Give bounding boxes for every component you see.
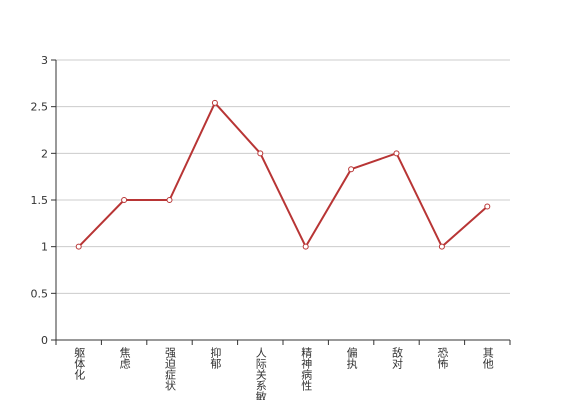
point (257, 150, 264, 157)
x-tick-label: 偏执 (345, 346, 358, 370)
point (211, 99, 218, 106)
line (77, 101, 488, 249)
y-tick-label: 3 (41, 54, 48, 67)
y-tick-label: 0 (41, 334, 48, 347)
x-tick-label: 强迫症状 (164, 347, 177, 391)
point (75, 243, 82, 250)
y-tick-label: 2.5 (31, 101, 49, 114)
point (484, 203, 491, 210)
x-tick-label: 精神病性 (300, 347, 313, 392)
point (166, 197, 173, 203)
point (438, 243, 445, 250)
y-tick-label: 2 (41, 147, 48, 160)
x-tick-label: 恐怖 (436, 347, 449, 369)
y-tick-label: 1 (41, 241, 48, 254)
x-tick-label: 人际关系敏感 (254, 347, 267, 400)
point (121, 197, 128, 203)
point (348, 166, 355, 173)
point (393, 150, 400, 157)
x-tick-label: 其他 (481, 347, 494, 369)
x-tick-label: 抑郁 (209, 346, 222, 369)
y-tick-label: 1.5 (31, 194, 49, 207)
x-tick-label: 敌对 (391, 346, 404, 369)
x-tick-label: 焦虑 (118, 347, 131, 369)
point (302, 243, 309, 250)
y-tick-label: 0.5 (31, 287, 49, 300)
x-tick-label: 躯体化 (73, 347, 86, 381)
